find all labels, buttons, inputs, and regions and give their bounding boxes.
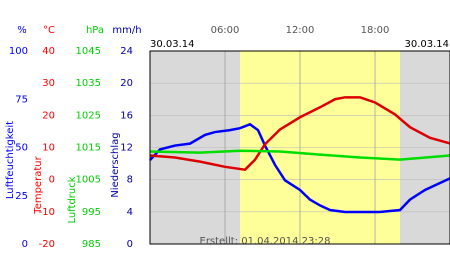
y-tick-label: 20: [120, 78, 133, 89]
y-tick-label: -10: [39, 207, 55, 218]
y-tick-label: 8: [127, 175, 133, 186]
axis-unit: mm/h: [112, 25, 141, 36]
x-tick-label: 12:00: [286, 25, 315, 36]
y-tick-label: 0: [22, 239, 28, 250]
y-tick-label: 20: [42, 110, 55, 121]
y-tick-label: 16: [120, 110, 133, 121]
y-tick-label: 100: [9, 46, 28, 57]
y-tick-label: 24: [120, 46, 133, 57]
y-tick-label: -20: [39, 239, 55, 250]
axis-unit: hPa: [86, 25, 104, 36]
y-tick-label: 25: [15, 191, 28, 202]
y-tick-label: 1015: [76, 143, 101, 154]
y-tick-label: 1045: [76, 46, 101, 57]
y-tick-label: 4: [127, 207, 133, 218]
series-line: [149, 96, 450, 172]
y-tick-label: 1025: [76, 110, 101, 121]
y-tick-label: 30: [42, 78, 55, 89]
y-tick-label: 0: [127, 239, 133, 250]
y-tick-label: 12: [120, 143, 133, 154]
x-tick-label: 06:00: [211, 25, 240, 36]
axis-unit: %: [17, 25, 27, 36]
axis-title: Temperatur: [33, 155, 44, 214]
axis-title: Luftfeuchtigkeit: [5, 121, 16, 199]
axis-title: Luftdruck: [67, 176, 78, 223]
y-tick-label: 0: [49, 175, 55, 186]
y-tick-label: 10: [42, 143, 55, 154]
date-right: 30.03.14: [404, 39, 449, 50]
y-tick-label: 985: [82, 239, 101, 250]
y-tick-label: 50: [15, 143, 28, 154]
axis-title: Niederschlag: [110, 132, 121, 197]
date-left: 30.03.14: [150, 39, 195, 50]
y-tick-label: 995: [82, 207, 101, 218]
y-tick-label: 40: [42, 46, 55, 57]
created-note: Erstellt: 01.04.2014 23:28: [200, 236, 331, 247]
y-tick-label: 1005: [76, 175, 101, 186]
series-line: [149, 122, 450, 214]
y-tick-label: 1035: [76, 78, 101, 89]
x-tick-label: 18:00: [361, 25, 390, 36]
plot-frame: [149, 50, 450, 245]
series-line: [149, 149, 450, 161]
axis-unit: °C: [43, 25, 55, 36]
y-tick-label: 75: [15, 94, 28, 105]
